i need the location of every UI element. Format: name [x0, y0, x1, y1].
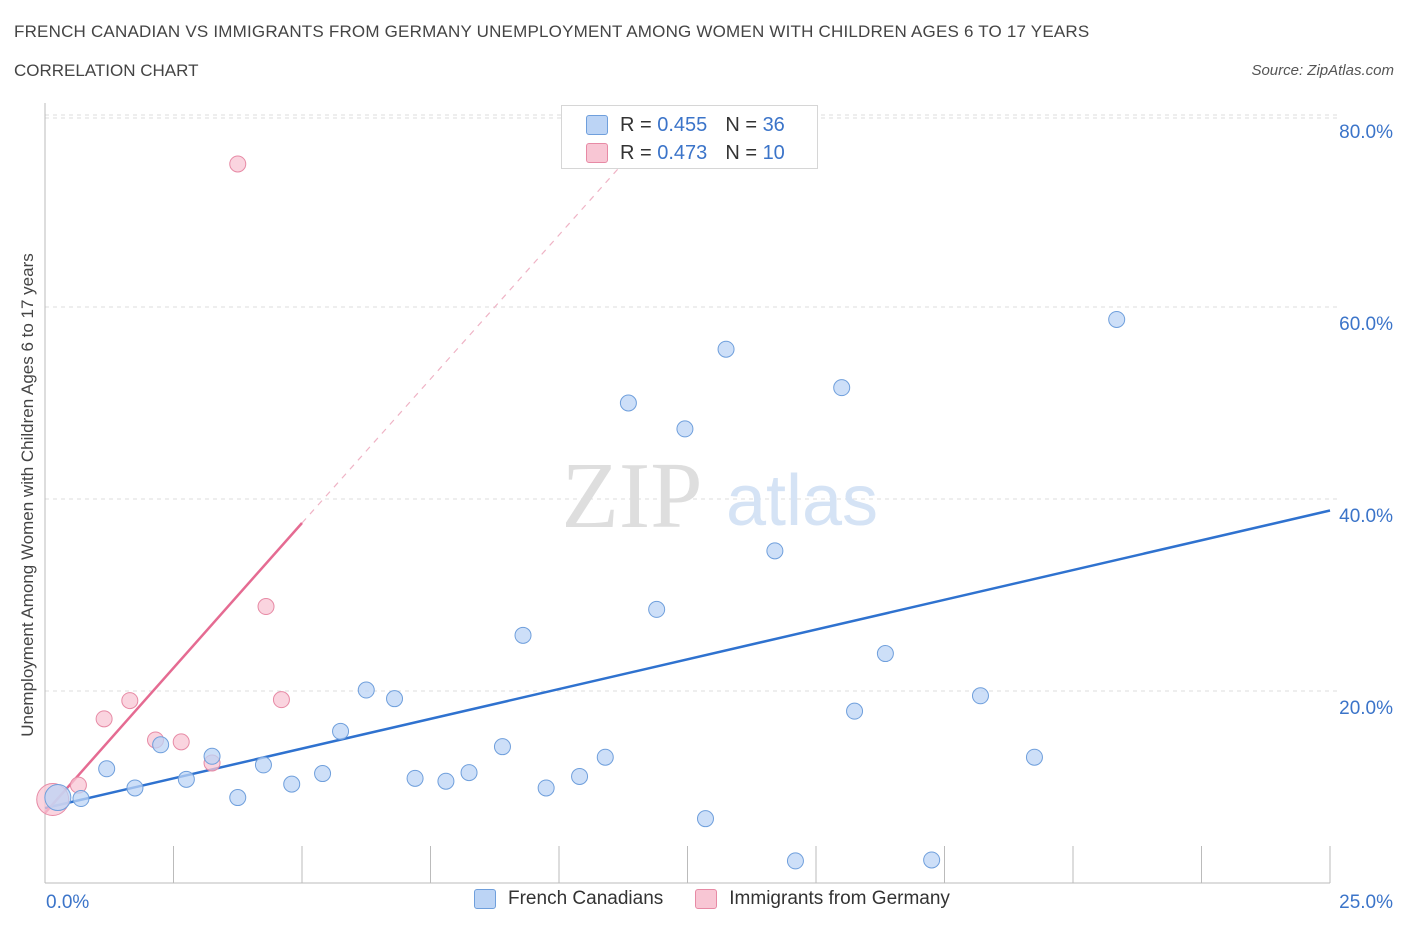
grid-lines [45, 114, 1338, 692]
n-value: 10 [762, 141, 785, 164]
x-tick-label: 0.0% [46, 892, 89, 913]
data-point-immigrants-germany [95, 710, 113, 728]
series-legend: French Canadians Immigrants from Germany [474, 888, 982, 910]
correlation-legend: R = 0.455 N = 36 R = 0.473 N = 10 [561, 105, 818, 169]
data-point-french-canadians [696, 810, 714, 828]
data-point-french-canadians [833, 379, 851, 397]
n-label: N = [725, 113, 757, 136]
data-point-french-canadians [1025, 748, 1043, 766]
data-points [36, 155, 1126, 870]
data-point-french-canadians [846, 702, 864, 720]
tick-labels: 20.0% 40.0% 60.0% 80.0% 0.0% 25.0% [46, 122, 1393, 913]
y-tick-label: 40.0% [1339, 506, 1393, 527]
y-tick-label: 80.0% [1339, 122, 1393, 143]
r-label: R = [620, 141, 652, 164]
r-label: R = [620, 113, 652, 136]
data-point-french-canadians [786, 852, 804, 870]
data-point-immigrants-germany [121, 692, 139, 710]
r-value: 0.455 [657, 113, 708, 136]
data-point-immigrants-germany [229, 155, 247, 173]
data-point-immigrants-germany [272, 691, 290, 709]
data-point-french-canadians [98, 760, 116, 778]
data-point-french-canadians [314, 765, 332, 783]
data-point-french-canadians [571, 767, 589, 785]
watermark-atlas: atlas [726, 461, 878, 541]
data-point-french-canadians [72, 790, 90, 808]
data-point-french-canadians [923, 851, 941, 869]
data-point-french-canadians [283, 775, 301, 793]
source-note: Source: ZipAtlas.com [1251, 62, 1394, 79]
data-point-french-canadians [332, 722, 350, 740]
data-point-french-canadians [203, 747, 221, 765]
data-point-french-canadians [44, 784, 72, 812]
data-point-french-canadians [717, 340, 735, 358]
legend-label: French Canadians [508, 888, 664, 909]
data-point-french-canadians [229, 789, 247, 807]
data-point-french-canadians [971, 687, 989, 705]
data-point-french-canadians [152, 736, 170, 754]
y-tick-label: 20.0% [1339, 698, 1393, 719]
data-point-french-canadians [493, 738, 511, 756]
data-point-french-canadians [596, 748, 614, 766]
data-point-immigrants-germany [257, 598, 275, 616]
data-point-french-canadians [1108, 310, 1126, 328]
r-value: 0.473 [657, 141, 708, 164]
data-point-immigrants-germany [172, 733, 190, 751]
data-point-french-canadians [537, 779, 555, 797]
n-label: N = [725, 141, 757, 164]
pink-swatch-icon [586, 143, 608, 163]
pink-swatch-icon [695, 889, 718, 909]
legend-row-immigrants-germany: R = 0.473 N = 10 [586, 140, 785, 166]
data-point-french-canadians [437, 772, 455, 790]
legend-row-french-canadians: R = 0.455 N = 36 [586, 112, 785, 138]
data-point-french-canadians [386, 690, 404, 708]
data-point-french-canadians [357, 681, 375, 699]
y-tick-label: 60.0% [1339, 314, 1393, 335]
data-point-french-canadians [177, 770, 195, 788]
trend-line-immigrants-germany [44, 522, 303, 814]
y-axis-label: Unemployment Among Women with Children A… [18, 253, 37, 737]
chart-subtitle: CORRELATION CHART [14, 61, 199, 80]
data-point-french-canadians [514, 626, 532, 644]
x-tick-label: 25.0% [1339, 892, 1393, 913]
data-point-french-canadians [676, 420, 694, 438]
data-point-french-canadians [619, 394, 637, 412]
legend-item-immigrants-germany: Immigrants from Germany [695, 888, 950, 910]
watermark-zip: ZIP [562, 444, 703, 548]
data-point-french-canadians [126, 779, 144, 797]
n-value: 36 [762, 113, 785, 136]
axes [44, 103, 1331, 884]
chart-title: FRENCH CANADIAN VS IMMIGRANTS FROM GERMA… [14, 22, 1090, 41]
blue-swatch-icon [586, 115, 608, 135]
data-point-french-canadians [876, 645, 894, 663]
watermark: ZIP atlas [562, 444, 879, 548]
data-point-french-canadians [406, 769, 424, 787]
data-point-french-canadians [254, 756, 272, 774]
blue-swatch-icon [474, 889, 496, 909]
legend-label: Immigrants from Germany [729, 888, 950, 909]
data-point-french-canadians [460, 764, 478, 782]
data-point-french-canadians [648, 600, 666, 618]
data-point-french-canadians [766, 542, 784, 560]
trend-line-french-canadians [44, 509, 1331, 810]
legend-item-french-canadians: French Canadians [474, 888, 663, 910]
